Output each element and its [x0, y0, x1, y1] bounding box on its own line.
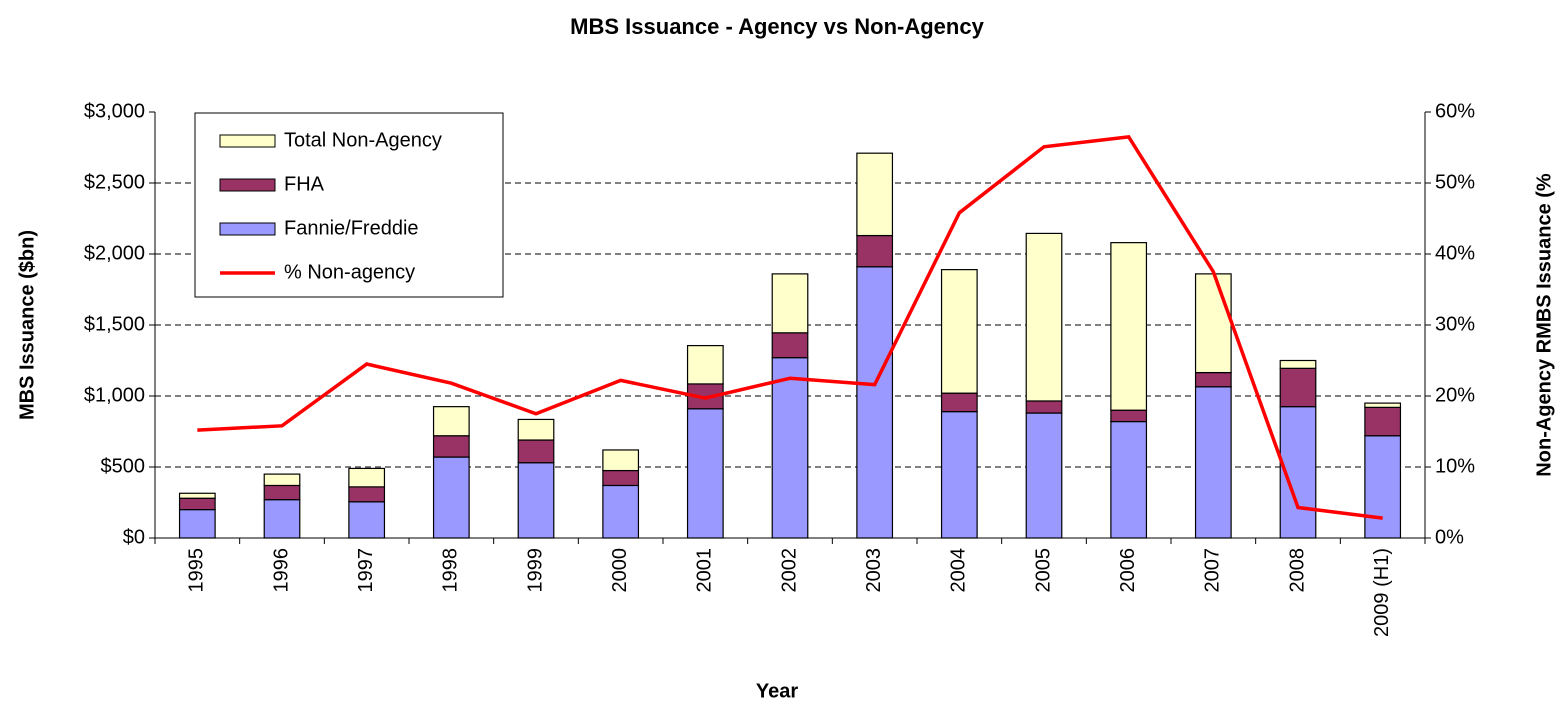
- bar-segment: [178, 492, 216, 499]
- y-tick-label: $1,000: [84, 384, 145, 406]
- bar-segment: [348, 486, 386, 503]
- x-tick-label: 2006: [1117, 548, 1139, 593]
- bar-segment: [1025, 412, 1063, 539]
- bar-segment: [432, 435, 470, 458]
- x-tick-label: 2009 (H1): [1371, 548, 1393, 637]
- bar-segment: [686, 344, 724, 385]
- bar-segment: [940, 269, 978, 394]
- bar-segment: [1279, 359, 1317, 369]
- x-axis-title: Year: [756, 680, 798, 702]
- bar-segment: [940, 392, 978, 413]
- chart-title: MBS Issuance - Agency vs Non-Agency: [570, 14, 984, 39]
- bar-segment: [1364, 435, 1402, 539]
- y2-tick-label: 40%: [1435, 242, 1475, 264]
- bar-segment: [517, 418, 555, 441]
- y2-tick-label: 30%: [1435, 313, 1475, 335]
- y2-tick-label: 10%: [1435, 455, 1475, 477]
- bar-segment: [940, 411, 978, 539]
- y-tick-label: $0: [123, 526, 145, 548]
- bar-segment: [602, 484, 640, 539]
- x-tick-label: 2005: [1032, 548, 1054, 593]
- x-tick-label: 2002: [778, 548, 800, 593]
- bar-segment: [432, 456, 470, 539]
- line-series: [197, 134, 1383, 520]
- y-axis-title: MBS Issuance ($bn): [16, 230, 38, 420]
- legend: Total Non-Agency FHA Fannie/Freddie % Non-a…: [194, 112, 504, 298]
- bar-segment: [856, 152, 894, 237]
- y-tick-label: $3,000: [84, 100, 145, 122]
- bar-segment: [1279, 367, 1317, 408]
- x-tick-label: 2003: [863, 548, 885, 593]
- y2-tick-label: 60%: [1435, 100, 1475, 122]
- legend-label: Total Non-Agency: [284, 129, 442, 151]
- x-tick-label: 2001: [694, 548, 716, 593]
- x-tick-label: 1999: [524, 548, 546, 593]
- bar-segment: [1364, 402, 1402, 408]
- bar-segment: [602, 449, 640, 472]
- bar-segment: [178, 497, 216, 511]
- bar-segment: [432, 406, 470, 437]
- y-tick-label: $2,000: [84, 242, 145, 264]
- legend-label: Fannie/Freddie: [284, 217, 419, 239]
- y-tick-label: $500: [101, 455, 146, 477]
- y-tick-label: $2,500: [84, 171, 145, 193]
- bar-segment: [517, 439, 555, 464]
- bar-segment: [178, 509, 216, 539]
- x-tick-label: 1996: [270, 548, 292, 593]
- y2-tick-label: 20%: [1435, 384, 1475, 406]
- bar-segment: [856, 234, 894, 268]
- bar-segment: [1194, 371, 1232, 388]
- bar-segment: [263, 473, 301, 487]
- legend-label: % Non-agency: [284, 261, 415, 283]
- y-tick-label: $1,500: [84, 313, 145, 335]
- bar-segment: [1025, 232, 1063, 402]
- x-tick-label: 2004: [948, 548, 970, 593]
- x-tick-label: 2007: [1202, 548, 1224, 593]
- bar-segment: [348, 501, 386, 539]
- bar-segment: [263, 484, 301, 501]
- y2-axis-title: Non-Agency RMBS Issuance (%: [1533, 173, 1555, 477]
- bar-segment: [1364, 406, 1402, 437]
- bar-segment: [1110, 409, 1148, 423]
- legend-swatch: [219, 134, 276, 148]
- bar-segment: [1110, 242, 1148, 411]
- x-tick-label: 1997: [355, 548, 377, 593]
- bar-segment: [771, 332, 809, 359]
- x-tick-label: 2008: [1286, 548, 1308, 593]
- legend-label: FHA: [284, 173, 325, 195]
- bar-segment: [1110, 420, 1148, 539]
- bar-segment: [602, 469, 640, 487]
- bar-segment: [771, 273, 809, 334]
- bar-segment: [1194, 386, 1232, 539]
- bar-segment: [348, 467, 386, 488]
- x-tick-label: 1998: [440, 548, 462, 593]
- legend-swatch: [219, 222, 276, 236]
- x-tick-label: 2000: [609, 548, 631, 593]
- legend-swatch: [219, 178, 276, 192]
- y2-tick-label: 50%: [1435, 171, 1475, 193]
- bar-segment: [771, 357, 809, 539]
- bar-segment: [1025, 400, 1063, 414]
- bar-segment: [263, 499, 301, 539]
- bar-segment: [517, 462, 555, 539]
- bar-segment: [1194, 273, 1232, 374]
- bar-segment: [686, 408, 724, 539]
- y2-tick-label: 0%: [1435, 526, 1464, 548]
- bar-segment: [856, 266, 894, 539]
- x-tick-label: 1995: [186, 548, 208, 593]
